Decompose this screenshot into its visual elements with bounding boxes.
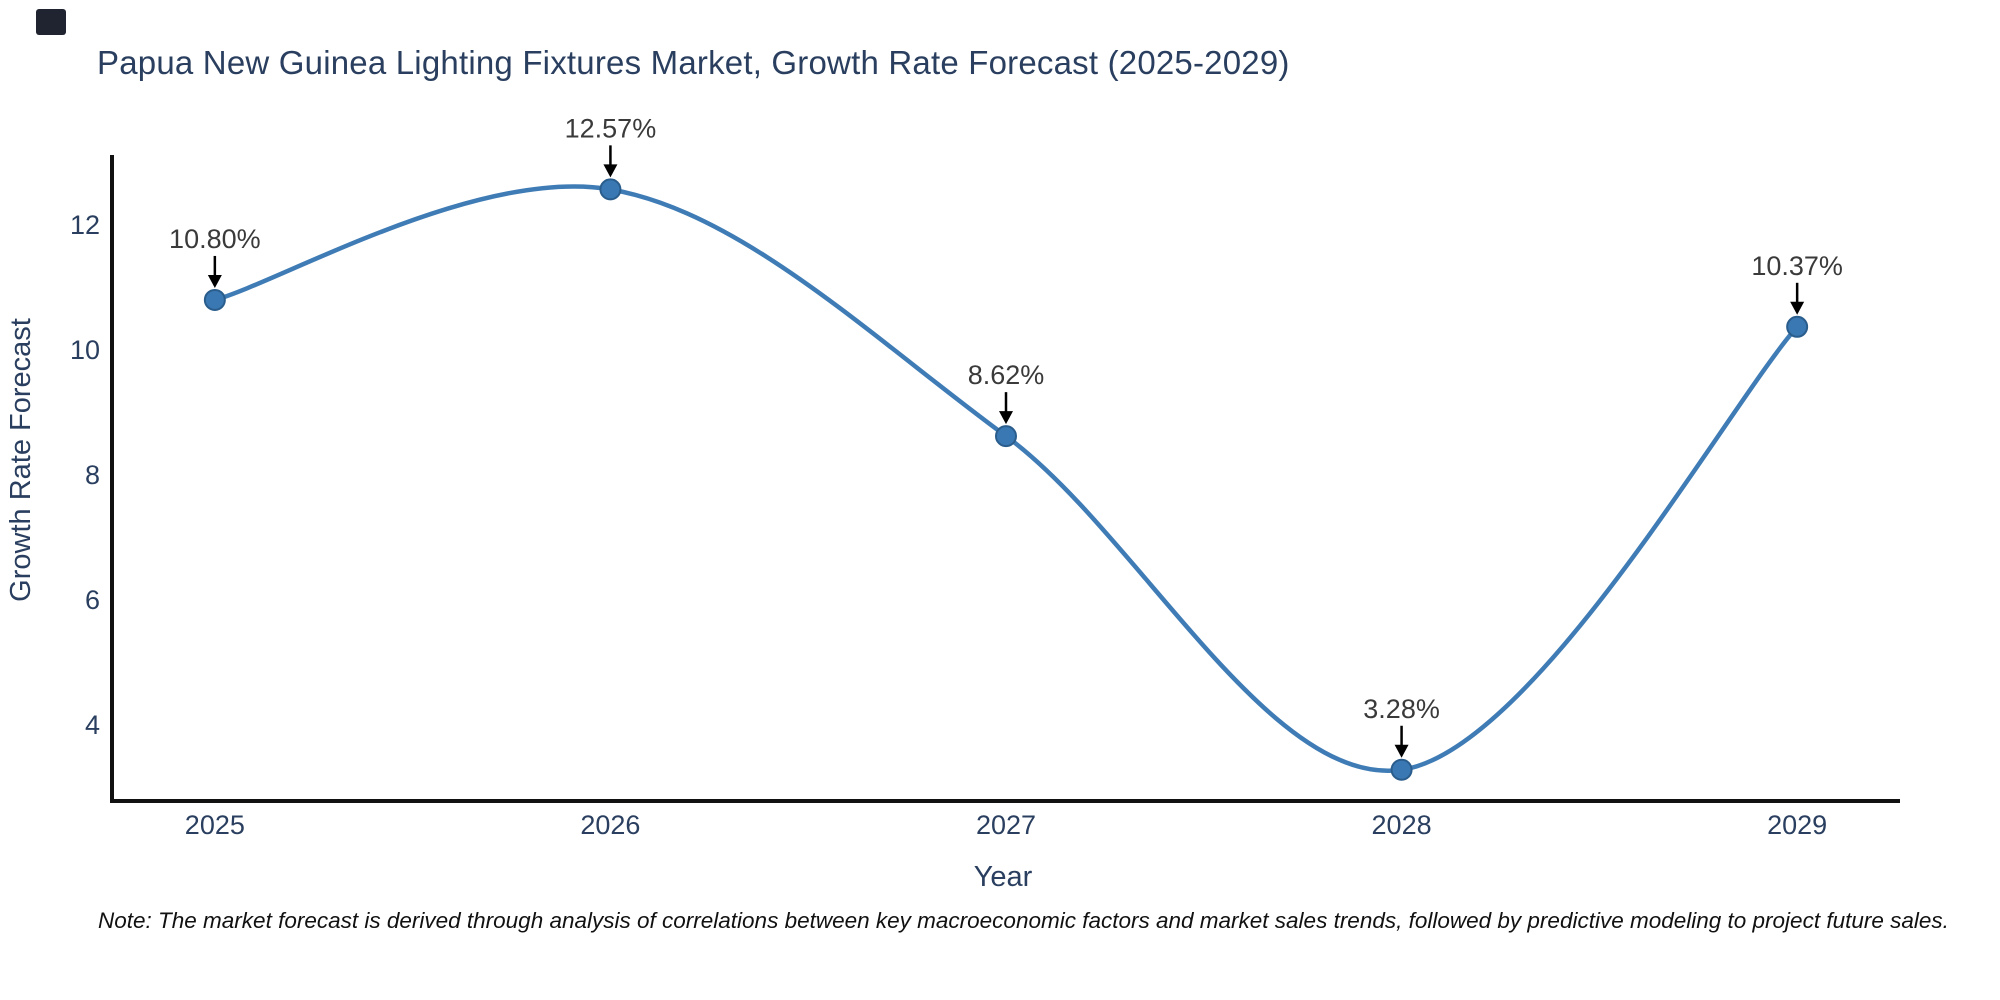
annotation-arrowhead [999, 411, 1013, 425]
data-point-marker [1390, 758, 1413, 781]
y-tick-label: 10 [70, 335, 100, 365]
annotation-label: 8.62% [968, 360, 1045, 390]
x-tick-label: 2027 [976, 810, 1036, 840]
plot-area: 4 6 8 10 12 2025 2026 2027 2028 2029 10.80% 12.57% 8… [70, 113, 1900, 840]
x-tick-label: 2029 [1767, 810, 1827, 840]
annotation-label: 10.80% [169, 224, 261, 254]
data-point-marker [995, 425, 1017, 448]
data-point-marker [599, 178, 622, 201]
forecast-line [212, 184, 1800, 773]
data-point-marker [203, 288, 226, 311]
data-point-marker [1786, 315, 1809, 338]
y-axis-title: Growth Rate Forecast [5, 318, 37, 602]
annotation-arrowhead [1394, 744, 1409, 758]
y-tick-label: 6 [85, 585, 100, 615]
x-axis-title: Year [974, 861, 1033, 893]
chart-title: Papua New Guinea Lighting Fixtures Marke… [97, 44, 1290, 81]
annotation-arrowhead [1790, 301, 1805, 315]
footnote: Note: The market forecast is derived thr… [98, 908, 1949, 933]
y-tick-label: 4 [85, 710, 100, 740]
annotation-label: 10.37% [1751, 251, 1843, 281]
x-tick-label: 2026 [580, 810, 640, 840]
annotation-arrowhead [207, 274, 222, 288]
annotation-arrowhead [603, 164, 618, 178]
y-tick-label: 8 [85, 460, 100, 490]
annotation-label: 3.28% [1363, 694, 1440, 724]
corner-mark [36, 9, 66, 35]
y-tick-label: 12 [70, 210, 100, 240]
annotation-label: 12.57% [565, 113, 657, 143]
x-tick-label: 2025 [185, 810, 245, 840]
x-tick-label: 2028 [1372, 810, 1432, 840]
